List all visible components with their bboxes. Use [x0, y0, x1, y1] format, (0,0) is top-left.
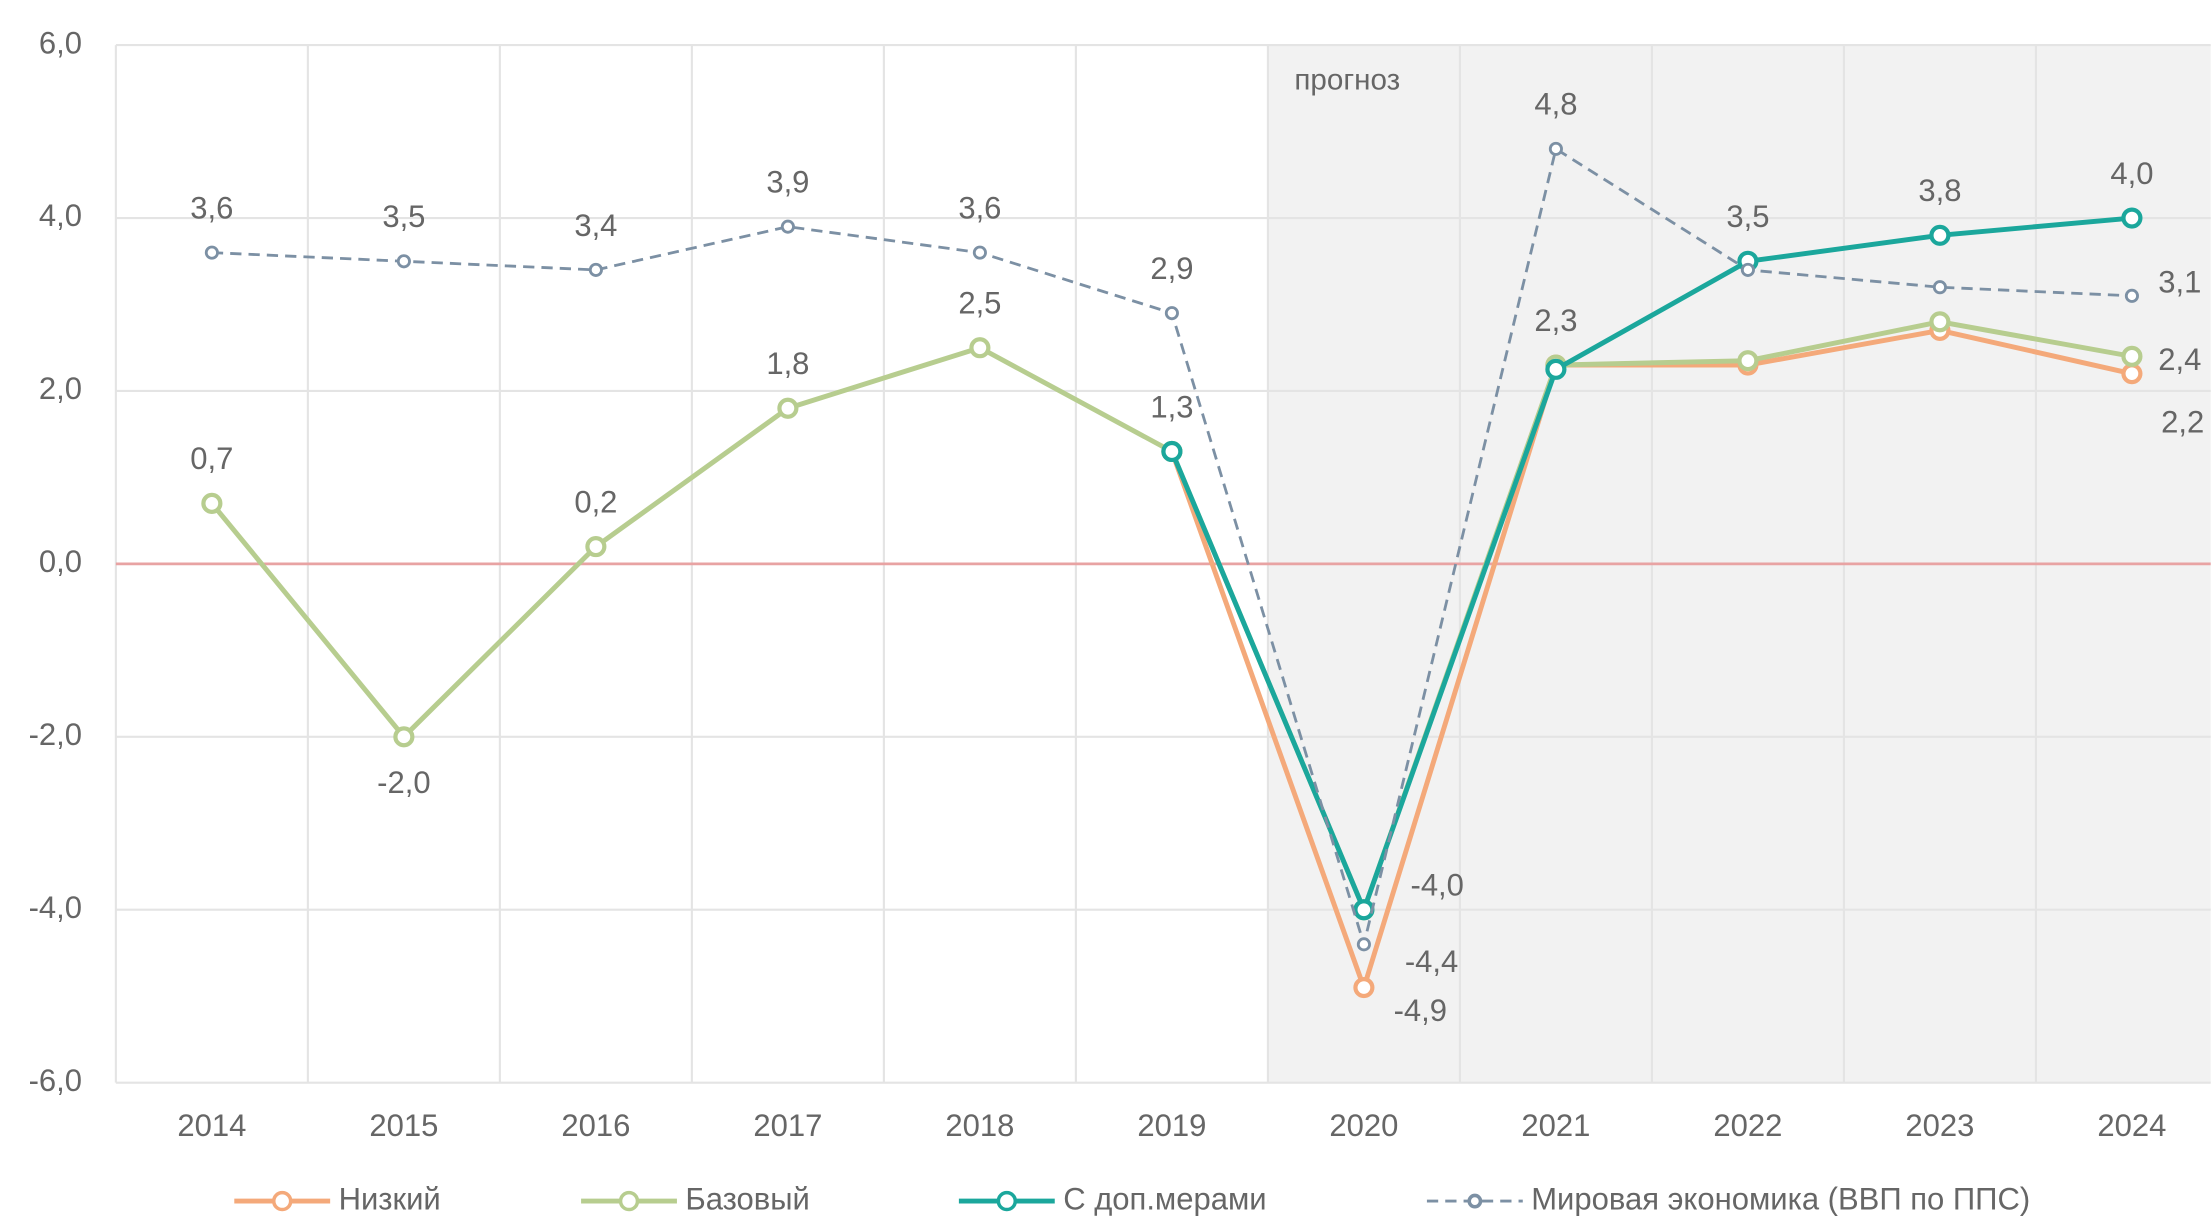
x-tick-label: 2022: [1713, 1108, 1782, 1143]
data-label: 2,4: [2158, 342, 2201, 377]
y-tick-label: -2,0: [29, 717, 82, 752]
data-label: 2,2: [2161, 405, 2204, 440]
legend-marker: [618, 1190, 640, 1212]
x-tick-label: 2019: [1137, 1108, 1206, 1143]
data-label: 3,6: [190, 191, 233, 226]
point: [201, 492, 223, 514]
point: [588, 262, 603, 277]
point: [585, 536, 607, 558]
y-tick-label: 2,0: [39, 371, 82, 406]
point: [1740, 262, 1755, 277]
data-label: -4,4: [1405, 944, 1458, 979]
point: [2121, 345, 2143, 367]
point: [1737, 350, 1759, 372]
data-label: 2,3: [1534, 303, 1577, 338]
x-tick-label: 2018: [945, 1108, 1014, 1143]
point: [393, 726, 415, 748]
data-label: 3,5: [1726, 199, 1769, 234]
point: [2124, 288, 2139, 303]
data-label: 3,6: [958, 191, 1001, 226]
data-label: 3,4: [574, 208, 617, 243]
data-label: 2,5: [958, 286, 1001, 321]
data-label: 3,1: [2158, 265, 2201, 300]
x-tick-label: 2015: [369, 1108, 438, 1143]
grid: [114, 44, 2211, 1084]
point: [1164, 306, 1179, 321]
point: [1356, 937, 1371, 952]
legend-label: С доп.мерами: [1063, 1181, 1266, 1216]
legend-label: Низкий: [339, 1181, 441, 1216]
data-label: 1,3: [1150, 389, 1193, 424]
data-label: 2,9: [1150, 251, 1193, 286]
point: [1929, 224, 1951, 246]
data-label: 4,0: [2110, 156, 2153, 191]
point: [396, 254, 411, 269]
data-label: 4,8: [1534, 87, 1577, 122]
point: [2121, 363, 2143, 385]
x-tick-label: 2021: [1521, 1108, 1590, 1143]
point: [1545, 358, 1567, 380]
forecast-label: прогноз: [1294, 64, 1400, 97]
point: [1353, 899, 1375, 921]
point: [780, 219, 795, 234]
data-label: 0,7: [190, 441, 233, 476]
y-tick-label: 0,0: [39, 544, 82, 579]
x-tick-label: 2023: [1905, 1108, 1974, 1143]
data-label: 3,5: [382, 199, 425, 234]
data-label: 3,9: [766, 165, 809, 200]
legend-marker: [1467, 1193, 1483, 1209]
data-label: -2,0: [377, 765, 430, 800]
data-label: -4,9: [1394, 993, 1447, 1028]
data-label: 0,2: [574, 484, 617, 519]
legend-label: Мировая экономика (ВВП по ППС): [1531, 1181, 2030, 1216]
y-tick-label: 6,0: [39, 25, 82, 60]
legend-label: Базовый: [685, 1181, 809, 1216]
point: [1548, 141, 1563, 156]
x-tick-label: 2017: [753, 1108, 822, 1143]
x-tick-label: 2020: [1329, 1108, 1398, 1143]
x-tick-label: 2014: [177, 1108, 246, 1143]
legend-marker: [996, 1190, 1018, 1212]
y-tick-label: -4,0: [29, 890, 82, 925]
legend-marker: [272, 1190, 293, 1212]
point: [1929, 311, 1951, 333]
data-label: 3,8: [1918, 173, 1961, 208]
data-label: -4,0: [1410, 867, 1463, 902]
point: [1161, 440, 1183, 463]
point: [777, 397, 799, 419]
point: [972, 245, 987, 260]
series-line: [1169, 215, 2133, 917]
point: [1932, 280, 1947, 295]
y-tick-label: -6,0: [29, 1063, 82, 1098]
x-tick-label: 2024: [2097, 1108, 2166, 1143]
x-tick-label: 2016: [561, 1108, 630, 1143]
point: [204, 245, 219, 260]
y-tick-label: 4,0: [39, 198, 82, 233]
point: [2121, 207, 2143, 229]
point: [969, 337, 991, 359]
data-label: 1,8: [766, 346, 809, 381]
point: [1353, 976, 1375, 999]
